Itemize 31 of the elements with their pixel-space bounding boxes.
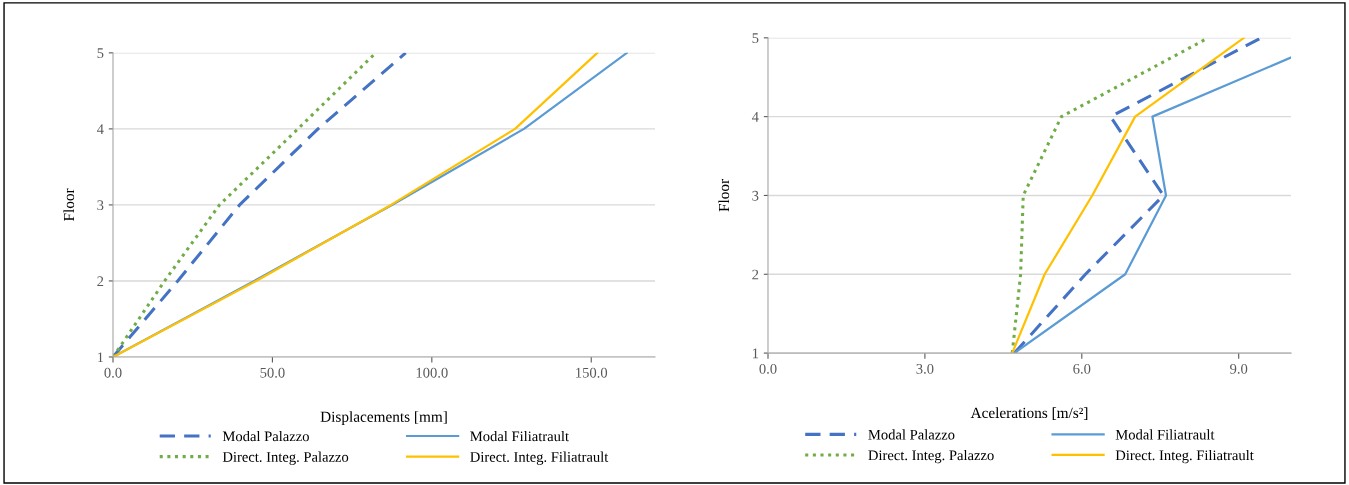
x-tick-label: 3.0 (916, 363, 934, 374)
x-tick-label: 6.0 (1073, 363, 1091, 374)
y-tick-label: 3 (97, 200, 104, 211)
legend-label: Modal Filiatrault (1115, 429, 1215, 440)
legend-label: Direct. Integ. Palazzo (868, 449, 994, 464)
legend-label: Direct. Integ. Filiatrault (1115, 449, 1254, 464)
y-axis-title: Floor (718, 179, 730, 212)
y-tick-label: 1 (752, 348, 759, 359)
legend-label: Direct. Integ. Filiatrault (470, 451, 609, 465)
x-tick-label: 9.0 (1230, 363, 1248, 374)
y-tick-label: 5 (97, 48, 104, 59)
legend-label: Modal Palazzo (868, 429, 955, 440)
x-tick-label: 0.0 (759, 363, 777, 374)
y-tick-label: 1 (97, 352, 104, 363)
x-axis-title: Displacements [mm] (320, 411, 447, 426)
y-axis-title: Floor (63, 188, 75, 222)
x-tick-label: 0.0 (104, 367, 122, 378)
legend-label: Modal Filiatrault (470, 430, 569, 442)
legend-label: Modal Palazzo (222, 430, 309, 442)
line-series (1013, 56, 1291, 354)
legend-label: Direct. Integ. Palazzo (222, 451, 349, 465)
y-tick-label: 4 (751, 112, 759, 122)
x-axis-title: Acelerations [m/s²] (970, 407, 1088, 420)
y-tick-label: 3 (752, 190, 759, 201)
y-tick-label: 4 (96, 124, 104, 134)
x-tick-label: 50.0 (260, 367, 285, 378)
x-tick-label: 100.0 (416, 367, 448, 378)
y-tick-label: 5 (752, 33, 759, 44)
x-tick-label: 150.0 (576, 367, 608, 378)
y-tick-label: 2 (752, 269, 759, 280)
y-tick-label: 2 (97, 276, 104, 286)
